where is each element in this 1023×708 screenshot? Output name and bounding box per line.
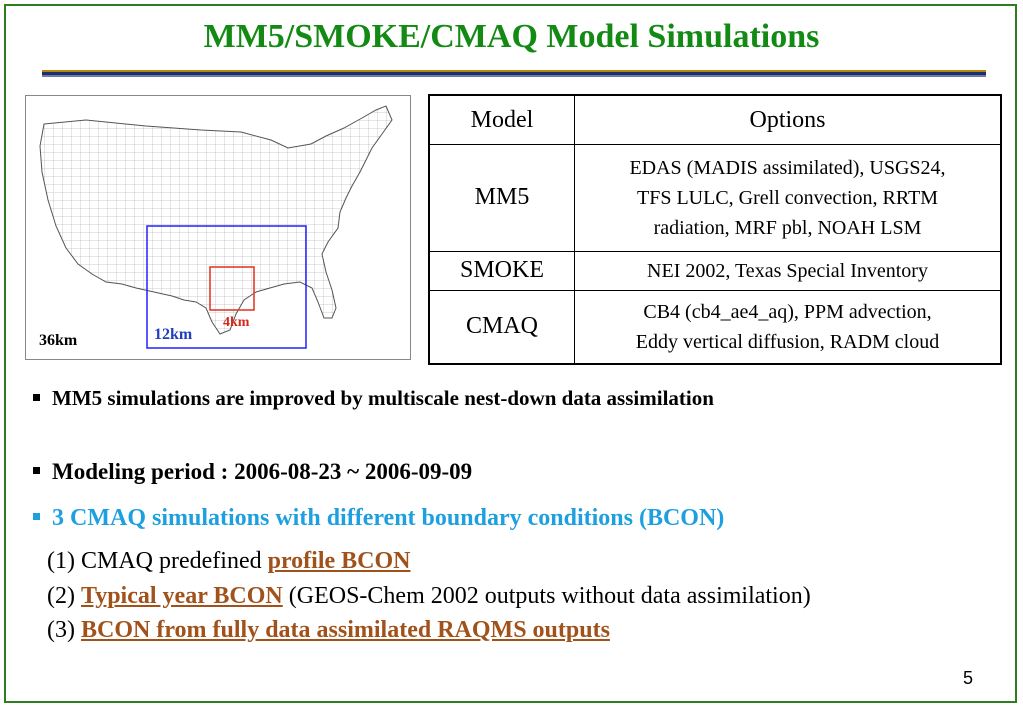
model-options-table: Model Options MM5 EDAS (MADIS assimilate… xyxy=(428,94,1002,365)
option-line: Eddy vertical diffusion, RADM cloud xyxy=(635,330,940,353)
slide-frame xyxy=(4,4,1017,703)
table-row: CMAQ CB4 (cb4_ae4_aq), PPM advection, Ed… xyxy=(428,289,1002,365)
bullet-square-icon xyxy=(33,512,40,520)
row-options: EDAS (MADIS assimilated), USGS24, TFS LU… xyxy=(574,144,1002,252)
bcon-item-1: (1) CMAQ predefined profile BCON xyxy=(47,548,411,575)
item-highlight: profile BCON xyxy=(267,548,411,574)
bullet-square-icon xyxy=(33,393,40,401)
bullet-text: Modeling period : 2006-08-23 ~ 2006-09-0… xyxy=(52,459,473,484)
domain-map: 36km 12km 4km xyxy=(25,95,411,360)
bullet-assimilation: MM5 simulations are improved by multisca… xyxy=(33,386,714,411)
item-prefix: (2) xyxy=(47,583,81,609)
header-options: Options xyxy=(574,94,1002,145)
item-suffix: (GEOS-Chem 2002 outputs without data ass… xyxy=(282,583,811,609)
bullet-text: 3 CMAQ simulations with different bounda… xyxy=(52,505,725,531)
title-underline xyxy=(42,70,986,77)
bullet-modeling-period: Modeling period : 2006-08-23 ~ 2006-09-0… xyxy=(33,459,472,485)
row-model: SMOKE xyxy=(428,250,575,291)
bcon-item-3: (3) BCON from fully data assimilated RAQ… xyxy=(47,617,610,644)
option-line: NEI 2002, Texas Special Inventory xyxy=(647,259,928,282)
us-county-map xyxy=(39,105,393,349)
item-highlight: Typical year BCON xyxy=(80,583,283,609)
item-prefix: (3) xyxy=(47,617,81,643)
option-line: EDAS (MADIS assimilated), USGS24, xyxy=(629,156,946,179)
option-line: TFS LULC, Grell convection, RRTM xyxy=(637,186,938,209)
us-outline xyxy=(39,105,393,335)
bcon-item-2: (2) Typical year BCON (GEOS-Chem 2002 ou… xyxy=(47,583,811,610)
label-12km: 12km xyxy=(154,326,193,343)
item-prefix: (1) CMAQ predefined xyxy=(47,548,268,574)
row-options: NEI 2002, Texas Special Inventory xyxy=(574,250,1002,291)
table-row: MM5 EDAS (MADIS assimilated), USGS24, TF… xyxy=(428,144,1002,252)
slide-title: MM5/SMOKE/CMAQ Model Simulations xyxy=(203,18,820,55)
option-line: radiation, MRF pbl, NOAH LSM xyxy=(653,216,922,239)
row-options: CB4 (cb4_ae4_aq), PPM advection, Eddy ve… xyxy=(574,289,1002,365)
item-highlight: BCON from fully data assimilated RAQMS o… xyxy=(80,617,610,643)
table-header-row: Model Options xyxy=(428,94,1002,145)
domain-4km-box xyxy=(209,266,255,311)
bullet-text: MM5 simulations are improved by multisca… xyxy=(52,386,714,410)
bullet-square-icon xyxy=(33,467,40,475)
row-model: CMAQ xyxy=(428,289,575,365)
header-model: Model xyxy=(428,94,575,145)
bullet-cmaq-simulations: 3 CMAQ simulations with different bounda… xyxy=(33,505,724,532)
label-4km: 4km xyxy=(223,315,250,330)
page-number: 5 xyxy=(963,668,974,688)
label-36km: 36km xyxy=(39,332,78,349)
domain-12km-box xyxy=(146,225,307,349)
option-line: CB4 (cb4_ae4_aq), PPM advection, xyxy=(643,300,932,323)
table-row: SMOKE NEI 2002, Texas Special Inventory xyxy=(428,250,1002,291)
row-model: MM5 xyxy=(428,144,575,252)
